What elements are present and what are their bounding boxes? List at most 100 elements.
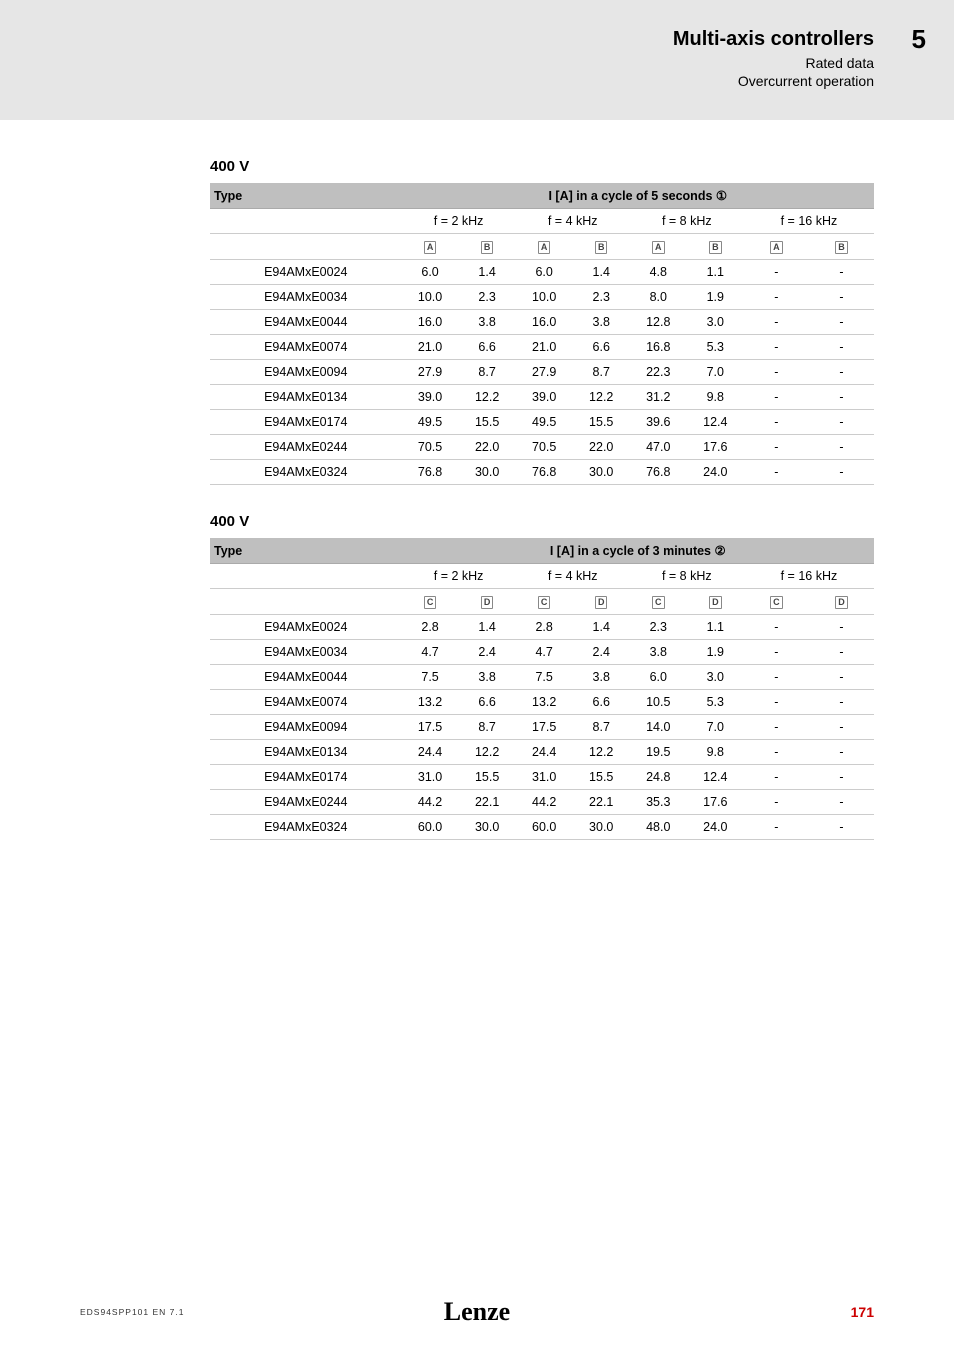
table-title: I [A] in a cycle of 3 minutes ② — [402, 538, 874, 564]
type-cell: E94AMxE0134 — [210, 740, 402, 765]
value-cell: - — [744, 765, 809, 790]
value-cell: 1.1 — [687, 615, 744, 640]
value-cell: 48.0 — [630, 815, 687, 840]
value-cell: 3.0 — [687, 665, 744, 690]
value-cell: 15.5 — [573, 410, 630, 435]
value-cell: 8.7 — [459, 715, 516, 740]
value-cell: 30.0 — [573, 460, 630, 485]
value-cell: 8.0 — [630, 285, 687, 310]
value-cell: - — [744, 615, 809, 640]
value-cell: 76.8 — [630, 460, 687, 485]
sub-col: D — [459, 589, 516, 615]
value-cell: 13.2 — [516, 690, 573, 715]
value-cell: 17.5 — [402, 715, 459, 740]
value-cell: 39.0 — [516, 385, 573, 410]
table-row: E94AMxE009417.58.717.58.714.07.0-- — [210, 715, 874, 740]
sub-col: A — [744, 234, 809, 260]
value-cell: 21.0 — [516, 335, 573, 360]
header-band: Multi-axis controllers Rated data Overcu… — [0, 0, 954, 120]
value-cell: 6.0 — [630, 665, 687, 690]
sub-col: B — [687, 234, 744, 260]
value-cell: - — [809, 385, 874, 410]
value-cell: 2.3 — [573, 285, 630, 310]
value-cell: 22.1 — [459, 790, 516, 815]
value-cell: - — [744, 690, 809, 715]
chapter-number: 5 — [912, 24, 926, 55]
type-cell: E94AMxE0174 — [210, 765, 402, 790]
value-cell: - — [809, 765, 874, 790]
value-cell: 22.1 — [573, 790, 630, 815]
value-cell: 3.8 — [459, 310, 516, 335]
value-cell: 2.4 — [573, 640, 630, 665]
value-cell: 12.2 — [573, 740, 630, 765]
value-cell: 22.3 — [630, 360, 687, 385]
value-cell: 6.6 — [459, 335, 516, 360]
value-cell: 1.4 — [573, 615, 630, 640]
footer-page: 171 — [851, 1304, 874, 1320]
value-cell: 70.5 — [402, 435, 459, 460]
value-cell: 1.9 — [687, 640, 744, 665]
value-cell: - — [744, 410, 809, 435]
value-cell: 35.3 — [630, 790, 687, 815]
value-cell: 12.4 — [687, 765, 744, 790]
type-cell: E94AMxE0174 — [210, 410, 402, 435]
value-cell: 22.0 — [459, 435, 516, 460]
sub-col: A — [516, 234, 573, 260]
value-cell: 12.2 — [459, 385, 516, 410]
value-cell: 10.5 — [630, 690, 687, 715]
value-cell: 9.8 — [687, 385, 744, 410]
value-cell: - — [744, 790, 809, 815]
type-cell: E94AMxE0094 — [210, 360, 402, 385]
footer-brand: Lenze — [444, 1297, 510, 1327]
value-cell: 3.0 — [687, 310, 744, 335]
value-cell: - — [809, 435, 874, 460]
type-cell: E94AMxE0024 — [210, 615, 402, 640]
value-cell: 12.2 — [459, 740, 516, 765]
value-cell: - — [744, 435, 809, 460]
value-cell: 1.4 — [459, 615, 516, 640]
table-row: E94AMxE00447.53.87.53.86.03.0-- — [210, 665, 874, 690]
sub-col: A — [402, 234, 459, 260]
table-row: E94AMxE017449.515.549.515.539.612.4-- — [210, 410, 874, 435]
type-cell: E94AMxE0324 — [210, 815, 402, 840]
table-row: E94AMxE009427.98.727.98.722.37.0-- — [210, 360, 874, 385]
value-cell: 44.2 — [516, 790, 573, 815]
value-cell: 9.8 — [687, 740, 744, 765]
table-row: E94AMxE00246.01.46.01.44.81.1-- — [210, 260, 874, 285]
value-cell: - — [809, 360, 874, 385]
freq-col: f = 8 kHz — [630, 564, 744, 589]
value-cell: 22.0 — [573, 435, 630, 460]
value-cell: 6.6 — [573, 690, 630, 715]
value-cell: 30.0 — [459, 460, 516, 485]
sub-col: D — [687, 589, 744, 615]
section-title: 400 V — [210, 158, 874, 175]
value-cell: 3.8 — [573, 310, 630, 335]
value-cell: 16.0 — [402, 310, 459, 335]
value-cell: 10.0 — [516, 285, 573, 310]
value-cell: 8.7 — [459, 360, 516, 385]
value-cell: - — [744, 715, 809, 740]
value-cell: 7.5 — [402, 665, 459, 690]
value-cell: 3.8 — [630, 640, 687, 665]
value-cell: - — [744, 360, 809, 385]
value-cell: 39.0 — [402, 385, 459, 410]
data-table: TypeI [A] in a cycle of 5 seconds ①f = 2… — [210, 183, 874, 485]
freq-col: f = 16 kHz — [744, 209, 874, 234]
value-cell: 1.4 — [459, 260, 516, 285]
sub-col: A — [630, 234, 687, 260]
value-cell: 76.8 — [402, 460, 459, 485]
value-cell: 30.0 — [459, 815, 516, 840]
sub-col: C — [630, 589, 687, 615]
value-cell: 60.0 — [402, 815, 459, 840]
value-cell: - — [809, 790, 874, 815]
value-cell: 13.2 — [402, 690, 459, 715]
value-cell: 7.0 — [687, 715, 744, 740]
value-cell: 1.1 — [687, 260, 744, 285]
sub-col: B — [809, 234, 874, 260]
value-cell: 44.2 — [402, 790, 459, 815]
footer: EDS94SPP101 EN 7.1 Lenze 171 — [0, 1304, 954, 1320]
type-cell: E94AMxE0244 — [210, 790, 402, 815]
value-cell: - — [744, 460, 809, 485]
sub-col: C — [402, 589, 459, 615]
value-cell: 2.3 — [459, 285, 516, 310]
